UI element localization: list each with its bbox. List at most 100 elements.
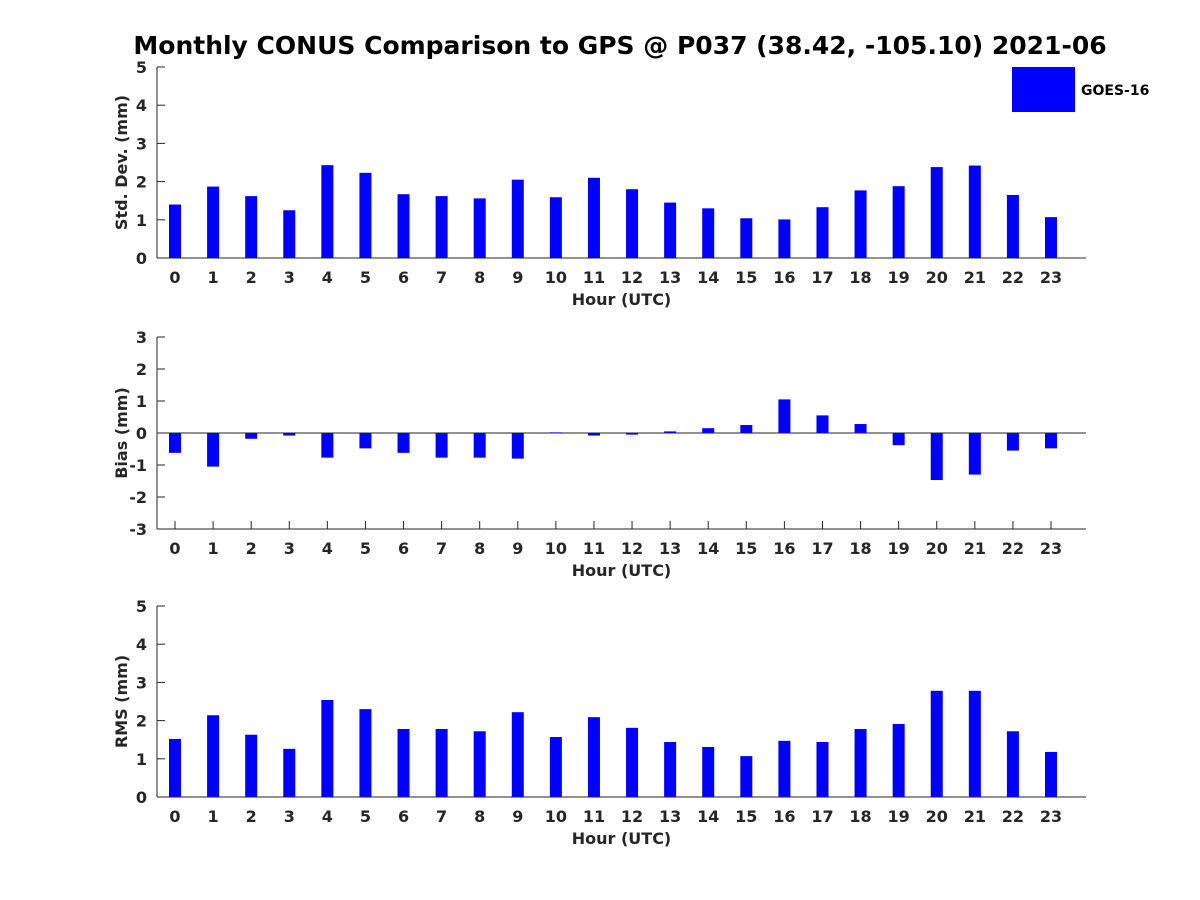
x-tick-label: 8 bbox=[474, 268, 485, 287]
bar bbox=[740, 218, 753, 258]
x-tick-label: 9 bbox=[512, 807, 523, 826]
x-tick-label: 18 bbox=[849, 539, 871, 558]
bar bbox=[511, 179, 524, 258]
y-tick-label: 4 bbox=[136, 635, 147, 654]
bar bbox=[968, 690, 981, 797]
x-tick-label: 11 bbox=[583, 539, 605, 558]
y-tick-label: 5 bbox=[136, 58, 147, 77]
x-tick-label: 0 bbox=[169, 539, 180, 558]
x-tick-label: 5 bbox=[360, 807, 371, 826]
x-tick-label: 13 bbox=[659, 268, 681, 287]
x-tick-label: 7 bbox=[436, 807, 447, 826]
bar bbox=[930, 433, 943, 481]
y-axis-label: RMS (mm) bbox=[112, 655, 131, 748]
x-tick-label: 15 bbox=[735, 539, 757, 558]
bar bbox=[435, 729, 448, 797]
bar bbox=[321, 165, 334, 258]
x-axis-label: Hour (UTC) bbox=[572, 829, 672, 848]
bar bbox=[321, 433, 334, 458]
x-tick-label: 1 bbox=[208, 268, 219, 287]
x-tick-label: 18 bbox=[849, 268, 871, 287]
bar bbox=[473, 433, 486, 458]
y-tick-label: 4 bbox=[136, 96, 147, 115]
y-tick-label: 3 bbox=[136, 134, 147, 153]
x-tick-label: 9 bbox=[512, 539, 523, 558]
legend-label: GOES-16 bbox=[1081, 83, 1149, 99]
x-tick-label: 12 bbox=[621, 807, 643, 826]
x-tick-label: 22 bbox=[1002, 268, 1024, 287]
x-tick-label: 14 bbox=[697, 268, 719, 287]
bar bbox=[664, 202, 677, 258]
bar bbox=[549, 737, 562, 797]
bar bbox=[245, 196, 258, 258]
bar bbox=[892, 186, 905, 258]
bar bbox=[397, 729, 410, 797]
x-tick-label: 3 bbox=[284, 539, 295, 558]
y-axis-label: Std. Dev. (mm) bbox=[112, 95, 131, 230]
x-tick-label: 17 bbox=[811, 807, 833, 826]
y-tick-label: 0 bbox=[136, 788, 147, 807]
y-tick-label: 0 bbox=[136, 424, 147, 443]
x-tick-label: 2 bbox=[246, 539, 257, 558]
x-tick-label: 16 bbox=[773, 807, 795, 826]
bar bbox=[549, 197, 562, 258]
x-tick-label: 4 bbox=[322, 268, 333, 287]
x-tick-label: 2 bbox=[246, 807, 257, 826]
x-tick-label: 16 bbox=[773, 268, 795, 287]
bar bbox=[397, 433, 410, 453]
x-axis-label: Hour (UTC) bbox=[572, 561, 672, 580]
bar bbox=[587, 433, 600, 436]
y-tick-label: 2 bbox=[136, 712, 147, 731]
legend-swatch bbox=[1012, 67, 1075, 112]
x-tick-label: 23 bbox=[1040, 268, 1062, 287]
x-tick-label: 4 bbox=[322, 539, 333, 558]
bar bbox=[626, 189, 639, 258]
x-tick-label: 23 bbox=[1040, 807, 1062, 826]
bar bbox=[435, 196, 448, 258]
y-tick-label: 5 bbox=[136, 597, 147, 616]
x-tick-label: 12 bbox=[621, 268, 643, 287]
x-tick-label: 8 bbox=[474, 539, 485, 558]
bar bbox=[359, 172, 372, 258]
bar bbox=[245, 433, 258, 439]
x-tick-label: 2 bbox=[246, 268, 257, 287]
x-tick-label: 20 bbox=[926, 268, 948, 287]
x-tick-label: 5 bbox=[360, 268, 371, 287]
bar bbox=[1045, 433, 1057, 449]
bar bbox=[359, 433, 372, 449]
x-tick-label: 1 bbox=[208, 807, 219, 826]
x-tick-label: 21 bbox=[964, 807, 986, 826]
x-tick-label: 21 bbox=[964, 268, 986, 287]
x-tick-label: 0 bbox=[169, 268, 180, 287]
bar bbox=[283, 210, 296, 258]
bar bbox=[549, 432, 562, 434]
bar bbox=[359, 709, 372, 797]
bar bbox=[169, 433, 181, 453]
x-tick-label: 19 bbox=[888, 539, 910, 558]
bar bbox=[816, 415, 829, 433]
bar bbox=[816, 207, 829, 258]
x-tick-label: 1 bbox=[208, 539, 219, 558]
y-tick-label: -1 bbox=[129, 456, 147, 475]
x-tick-label: 6 bbox=[398, 268, 409, 287]
bar bbox=[854, 190, 867, 258]
x-tick-label: 9 bbox=[512, 268, 523, 287]
bar bbox=[854, 729, 867, 797]
y-tick-label: 2 bbox=[136, 360, 147, 379]
bar bbox=[778, 740, 791, 797]
y-tick-label: 3 bbox=[136, 328, 147, 347]
x-tick-label: 10 bbox=[545, 807, 567, 826]
x-tick-label: 11 bbox=[583, 807, 605, 826]
bar bbox=[321, 699, 334, 797]
chart-title: Monthly CONUS Comparison to GPS @ P037 (… bbox=[133, 31, 1106, 60]
bar bbox=[283, 433, 296, 436]
bar bbox=[473, 198, 486, 258]
bar bbox=[816, 741, 829, 797]
bar bbox=[930, 690, 943, 797]
y-tick-label: 1 bbox=[136, 392, 147, 411]
x-tick-label: 15 bbox=[735, 268, 757, 287]
